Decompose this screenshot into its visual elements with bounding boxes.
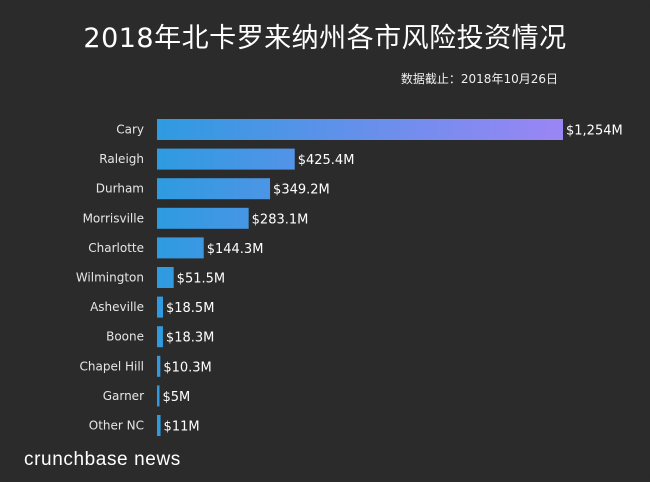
bar-raleigh bbox=[157, 148, 295, 170]
value-label: $51.5M bbox=[177, 272, 225, 287]
value-label: $18.5M bbox=[166, 301, 214, 316]
bar-wilmington bbox=[157, 267, 174, 288]
bar-other-nc bbox=[157, 415, 161, 436]
category-label: Asheville bbox=[90, 300, 144, 314]
category-label: Garner bbox=[103, 389, 144, 403]
bar-garner bbox=[157, 385, 160, 407]
value-label: $425.4M bbox=[298, 153, 355, 168]
category-label: Raleigh bbox=[99, 152, 144, 166]
bar-cary bbox=[157, 119, 563, 140]
value-label: $11M bbox=[164, 420, 200, 435]
value-label: $283.1M bbox=[252, 212, 309, 227]
bar-durham bbox=[157, 178, 271, 200]
category-label: Chapel Hill bbox=[79, 359, 144, 373]
bar-asheville bbox=[157, 296, 163, 318]
category-label: Wilmington bbox=[76, 271, 144, 285]
value-label: $144.3M bbox=[207, 242, 264, 257]
category-label: Morrisville bbox=[83, 211, 144, 225]
value-label: $5M bbox=[163, 390, 191, 405]
category-label: Durham bbox=[96, 182, 144, 196]
value-label: $349.2M bbox=[273, 183, 330, 198]
crunchbase-news-logo: crunchbase news bbox=[24, 449, 181, 470]
value-label: $18.3M bbox=[166, 331, 214, 346]
category-label: Cary bbox=[116, 123, 144, 137]
category-label: Boone bbox=[106, 330, 144, 344]
value-label: $10.3M bbox=[163, 360, 211, 375]
chart-title: 2018年北卡罗来纳州各市风险投资情况 bbox=[83, 23, 567, 54]
bar-charlotte bbox=[157, 237, 204, 259]
bar-chapel-hill bbox=[157, 355, 161, 377]
category-label: Other NC bbox=[89, 419, 144, 433]
category-label: Charlotte bbox=[88, 241, 144, 255]
value-label: $1,254M bbox=[566, 124, 623, 139]
data-cutoff-note: 数据截止：2018年10月26日 bbox=[400, 72, 558, 86]
bar-morrisville bbox=[157, 207, 249, 229]
bar-boone bbox=[157, 326, 163, 348]
